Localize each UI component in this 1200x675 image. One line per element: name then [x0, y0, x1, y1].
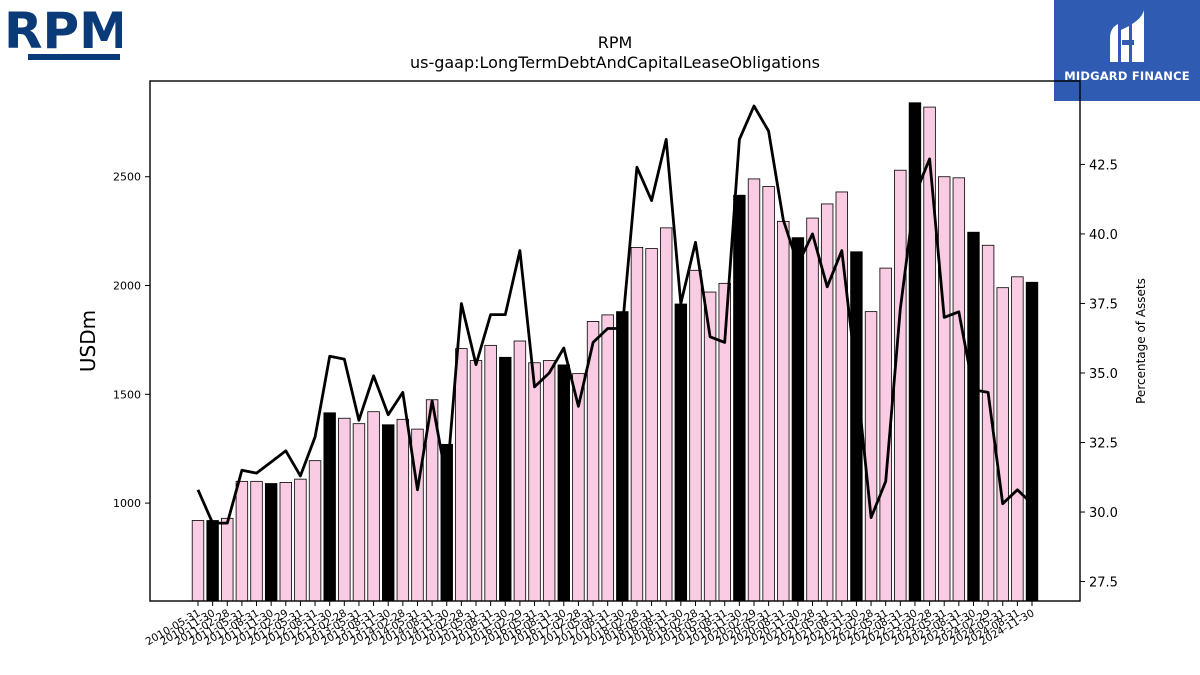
- midgard-logo-text: MIDGARD FINANCE: [1064, 69, 1190, 83]
- bar-2016-08-31: [542, 360, 556, 602]
- bar-2018-08-31: [660, 227, 673, 602]
- percentage-line: [196, 104, 1033, 525]
- y2-tick-label: 30.0: [1089, 506, 1118, 521]
- bar-2015-05-31: [469, 360, 483, 602]
- bar-2022-08-31: [894, 169, 907, 602]
- bar-2015-08-31: [484, 344, 497, 602]
- y2-tick-label: 42.5: [1089, 158, 1118, 173]
- y2-tick-label: 40.0: [1089, 228, 1118, 243]
- bar-2023-05-31: [938, 176, 951, 602]
- bar-2018-02-28: [630, 247, 644, 602]
- chart-subtitle: us-gaap:LongTermDebtAndCapitalLeaseOblig…: [410, 53, 820, 72]
- bar-2017-02-28: [572, 373, 585, 602]
- bar-2010-05-31: [191, 520, 205, 602]
- bar-2012-05-31: [294, 478, 307, 602]
- bar-2010-11-30: [206, 520, 219, 602]
- bar-2015-11-30: [499, 356, 512, 602]
- y2-tick-label: 37.5: [1089, 297, 1118, 312]
- bar-2024-11-30: [1025, 281, 1039, 602]
- bar-2013-05-31: [352, 423, 366, 602]
- bar-2023-02-28: [923, 106, 936, 602]
- y-tick-label: 2500: [113, 171, 141, 184]
- bar-2023-08-31: [952, 177, 966, 602]
- bar-2020-05-31: [762, 186, 775, 602]
- y2-tick-label: 27.5: [1089, 576, 1118, 591]
- y2-axis-label: Percentage of Assets: [1134, 278, 1148, 404]
- chart-title: RPM: [598, 33, 633, 52]
- axes-group: 1000 1500 2000 2500 27.5 30.0 32.5 35.0 37.5 40.0…: [113, 80, 1118, 648]
- bar-2012-11-30: [323, 412, 336, 602]
- bar-2021-02-28: [806, 217, 819, 602]
- bar-2013-02-28: [338, 417, 351, 602]
- bar-2019-11-30: [733, 194, 746, 602]
- y2-tick-label: 32.5: [1089, 436, 1118, 451]
- y-tick-label: 1000: [113, 497, 141, 510]
- rpm-logo: RPM: [4, 4, 122, 60]
- bar-2020-02-29: [747, 178, 761, 602]
- bar-2017-11-30: [616, 311, 629, 602]
- y-tick-label: 2000: [113, 280, 141, 293]
- bar-2011-08-31: [250, 480, 263, 602]
- midgard-emblem-icon: [1110, 10, 1144, 62]
- bar-2011-11-30: [264, 483, 278, 602]
- bar-2013-11-30: [382, 424, 395, 602]
- bar-2024-05-31: [996, 287, 1009, 602]
- bar-2018-05-31: [645, 248, 658, 602]
- y-axis-label: USDm: [76, 310, 100, 372]
- bars-group: [191, 102, 1039, 602]
- bar-2018-11-30: [674, 303, 688, 602]
- bar-2023-11-30: [967, 231, 980, 602]
- bar-2021-05-31: [820, 203, 834, 602]
- bar-2020-11-30: [791, 237, 805, 602]
- bar-2012-02-29: [279, 482, 292, 602]
- bar-2022-11-30: [908, 102, 922, 602]
- bar-2011-05-31: [235, 480, 249, 602]
- bar-2014-02-28: [396, 418, 410, 602]
- bar-2017-08-31: [601, 314, 614, 602]
- line-group: [196, 104, 1033, 525]
- bar-2011-02-28: [221, 517, 234, 602]
- bar-2020-08-31: [777, 220, 790, 602]
- bar-2012-08-31: [308, 460, 322, 602]
- bar-2016-11-30: [557, 364, 570, 602]
- midgard-finance-logo: MIDGARD FINANCE: [1054, 0, 1200, 101]
- bar-2019-02-28: [689, 269, 702, 602]
- bar-2015-02-28: [455, 348, 468, 602]
- plot-frame: [149, 80, 1081, 602]
- bar-2013-08-31: [367, 411, 380, 602]
- bar-2016-05-31: [528, 362, 541, 602]
- y2-tick-label: 35.0: [1089, 367, 1118, 382]
- bar-2022-02-28: [864, 311, 878, 602]
- rpm-logo-text: RPM: [4, 4, 122, 60]
- bar-2016-02-29: [513, 340, 527, 602]
- bar-2024-08-31: [1011, 276, 1024, 602]
- y-tick-label: 1500: [113, 388, 141, 401]
